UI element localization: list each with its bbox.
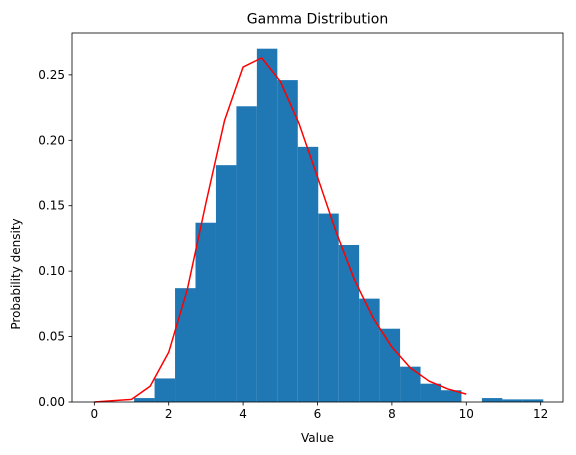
histogram-bar [522,399,544,402]
x-tick-label: 4 [239,407,247,421]
histogram-bar [400,366,421,402]
histogram-bar [175,288,196,402]
histogram-bar [359,298,380,402]
y-tick-label: 0.00 [38,395,65,409]
histogram-bar [215,165,237,402]
histogram-bar [420,383,441,402]
histogram-bar [338,244,360,402]
x-tick-label: 10 [459,407,474,421]
y-axis-label: Probability density [9,218,23,329]
histogram-bar [277,80,298,402]
x-tick-label: 0 [90,407,98,421]
histogram-bar [318,213,339,402]
histogram-bar [134,398,155,402]
x-tick-label: 6 [314,407,322,421]
x-tick-label: 12 [533,407,548,421]
histogram-bar [256,48,278,403]
chart-title: Gamma Distribution [247,12,388,28]
x-tick-label: 8 [388,407,396,421]
density-curve [94,57,467,403]
histogram-bar [154,378,176,402]
y-tick-label: 0.10 [38,264,65,278]
plot-area [94,48,544,403]
x-tick-label: 2 [165,407,173,421]
y-tick-label: 0.25 [38,68,65,82]
histogram-bar [195,222,216,402]
histogram-bar [502,399,523,402]
histogram-bar [440,390,462,402]
y-tick-label: 0.15 [38,199,65,213]
y-tick-label: 0.20 [38,133,65,147]
axes: 0 2 4 6 8 10 12 0.00 0.05 0.10 0.15 0.20 0.25 [38,32,564,421]
histogram-bar [236,106,257,402]
histogram-bar [481,398,503,402]
x-axis-label: Value [301,431,334,445]
histogram-bar [379,328,401,402]
histogram-bar [297,146,319,402]
y-tick-label: 0.05 [38,330,65,344]
